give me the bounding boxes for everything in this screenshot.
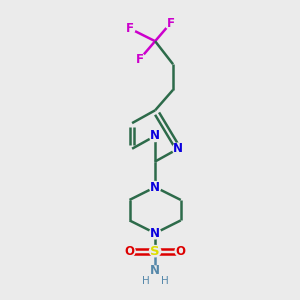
Circle shape [165,18,176,29]
Text: N: N [150,129,160,142]
Text: N: N [150,264,160,277]
Circle shape [149,245,161,257]
Circle shape [134,53,146,65]
Text: H: H [161,276,169,286]
Circle shape [172,143,184,154]
Text: S: S [150,244,160,258]
Circle shape [124,245,135,257]
Circle shape [149,266,161,277]
Text: H: H [142,276,149,286]
Text: O: O [176,244,186,258]
Text: N: N [173,142,183,155]
Circle shape [175,245,186,257]
Text: N: N [150,227,160,240]
Text: O: O [124,244,134,258]
Text: F: F [136,52,144,66]
Text: F: F [125,22,134,35]
Circle shape [149,228,161,239]
Circle shape [149,130,161,142]
Text: N: N [150,181,160,194]
Circle shape [149,182,161,193]
Text: F: F [167,17,175,30]
Circle shape [124,23,135,34]
